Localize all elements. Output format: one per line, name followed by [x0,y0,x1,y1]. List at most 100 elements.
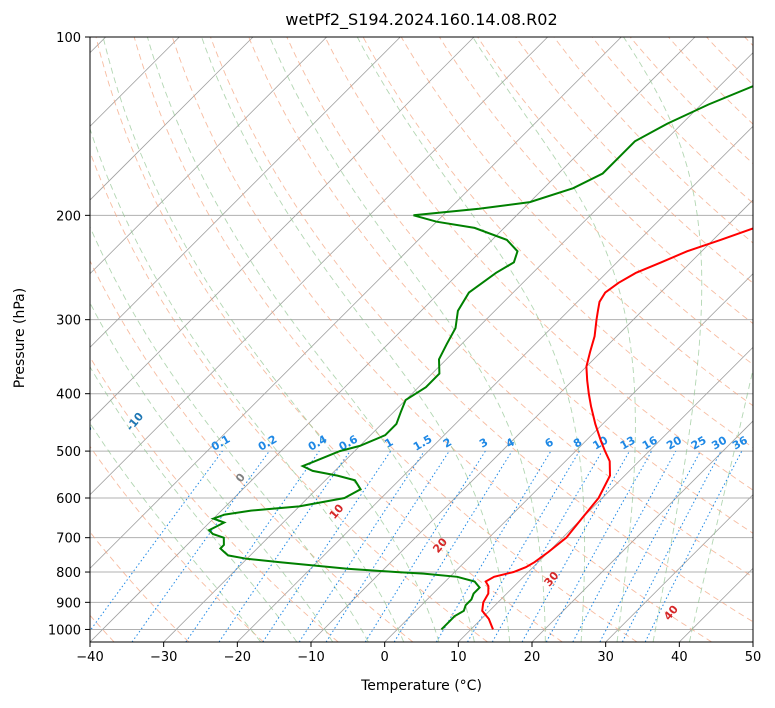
isotherm-line [90,37,401,348]
mixing-ratio-line [325,450,450,642]
dry-adiabat [171,37,712,642]
dry-adiabat [95,37,563,642]
isotherm-line [310,199,753,642]
dry-adiabat-label: -10 [124,410,147,434]
moist-adiabat [90,422,262,642]
mixing-ratio-label: 1 [382,436,395,451]
y-axis-label: Pressure (hPa) [12,287,28,389]
mixing-ratio-line [644,450,743,642]
mixing-ratio-label: 16 [640,433,660,452]
isotherm-line [237,125,753,642]
moist-adiabat [90,225,369,642]
dry-adiabat [90,531,190,642]
mixing-ratio-line [185,450,320,642]
dry-adiabat [629,37,753,165]
isotherm-line [458,346,753,642]
dry-adiabat [477,37,753,325]
dry-adiabat [90,150,488,642]
dry-adiabat-label: -30 [0,378,12,402]
mixing-ratio-line [545,450,653,642]
x-tick-label: 10 [450,650,467,665]
dry-adiabat [668,37,753,125]
x-tick-label: 0 [381,650,389,665]
mixing-ratio-line [262,450,392,642]
x-tick-label: 50 [745,650,762,665]
isotherm-line [90,37,548,496]
temperature-profile [481,227,753,630]
x-tick-label: 30 [597,650,614,665]
isotherm-line [384,273,753,642]
dewpoint-profile [207,85,753,631]
dry-adiabat [210,37,753,623]
dry-adiabat [248,37,753,578]
mixing-ratio-label: 30 [709,433,729,452]
y-tick-label: 500 [56,445,81,460]
y-tick-label: 1000 [48,623,81,638]
isotherm-line [90,37,696,642]
isotherm-line [90,37,622,569]
x-tick-label: 20 [524,650,541,665]
isotherm-line [679,567,753,642]
x-tick-label: −20 [224,650,251,665]
y-tick-label: 300 [56,314,81,329]
mixing-ratio-label: 20 [664,433,684,452]
x-tick-label: −40 [76,650,103,665]
y-tick-label: 900 [56,596,81,611]
moist-adiabat [90,127,405,642]
y-tick-label: 400 [56,388,81,403]
dry-adiabat [324,37,753,491]
y-tick-label: 100 [56,31,81,46]
x-tick-label: −30 [150,650,177,665]
dry-adiabat [553,37,753,244]
mixing-ratio-line [90,450,223,632]
x-tick-label: −10 [297,650,324,665]
x-tick-label: 40 [671,650,688,665]
mixing-ratio-line [599,450,701,642]
dry-adiabat [744,37,753,47]
dry-adiabat [90,445,264,642]
mixing-ratio-line [572,450,677,642]
moist-adiabat [472,37,636,642]
dry-adiabat [133,37,638,642]
mixing-ratio-label: 6 [543,435,556,450]
moist-adiabat [688,367,753,642]
dry-adiabat-label: 40 [661,603,681,623]
mixing-ratio-line [218,450,351,642]
dry-adiabat-label: 0 [233,471,248,485]
isotherm-line [752,641,753,642]
moist-adiabat [623,37,703,642]
moist-adiabat [269,37,546,642]
dry-adiabat-label: -20 [72,421,95,445]
mixing-ratio-line [435,450,552,642]
plot-frame [89,36,754,643]
chart-title: wetPf2_S194.2024.160.14.08.R02 [285,10,558,29]
mixing-ratio-label: 0.1 [209,433,232,454]
mixing-ratio-label: 36 [730,433,750,452]
dry-adiabat [362,37,753,449]
mixing-ratio-line [521,450,630,642]
moist-adiabat [201,37,511,642]
isotherm-line [90,37,475,422]
mixing-ratio-line [131,450,270,642]
y-tick-label: 700 [56,532,81,547]
mixing-ratio-label: 10 [591,433,611,452]
dry-adiabat [400,37,753,407]
dry-adiabat [591,37,753,204]
y-tick-label: 200 [56,209,81,224]
moist-adiabat [146,37,475,642]
mixing-ratio-line [364,450,486,642]
isotherm-line [605,494,753,642]
dry-adiabat [515,37,753,284]
mixing-ratio-label: 3 [477,436,490,451]
mixing-ratio-label: 8 [571,436,584,451]
dry-adiabat [90,259,414,642]
x-axis-label: Temperature (°C) [361,678,482,694]
isotherm-line [90,37,254,201]
moist-adiabat [356,37,586,642]
mixing-ratio-line [393,450,513,642]
mixing-ratio-label: 0.4 [306,432,330,453]
mixing-ratio-label: 25 [689,434,709,453]
isotherm-line [90,37,327,275]
